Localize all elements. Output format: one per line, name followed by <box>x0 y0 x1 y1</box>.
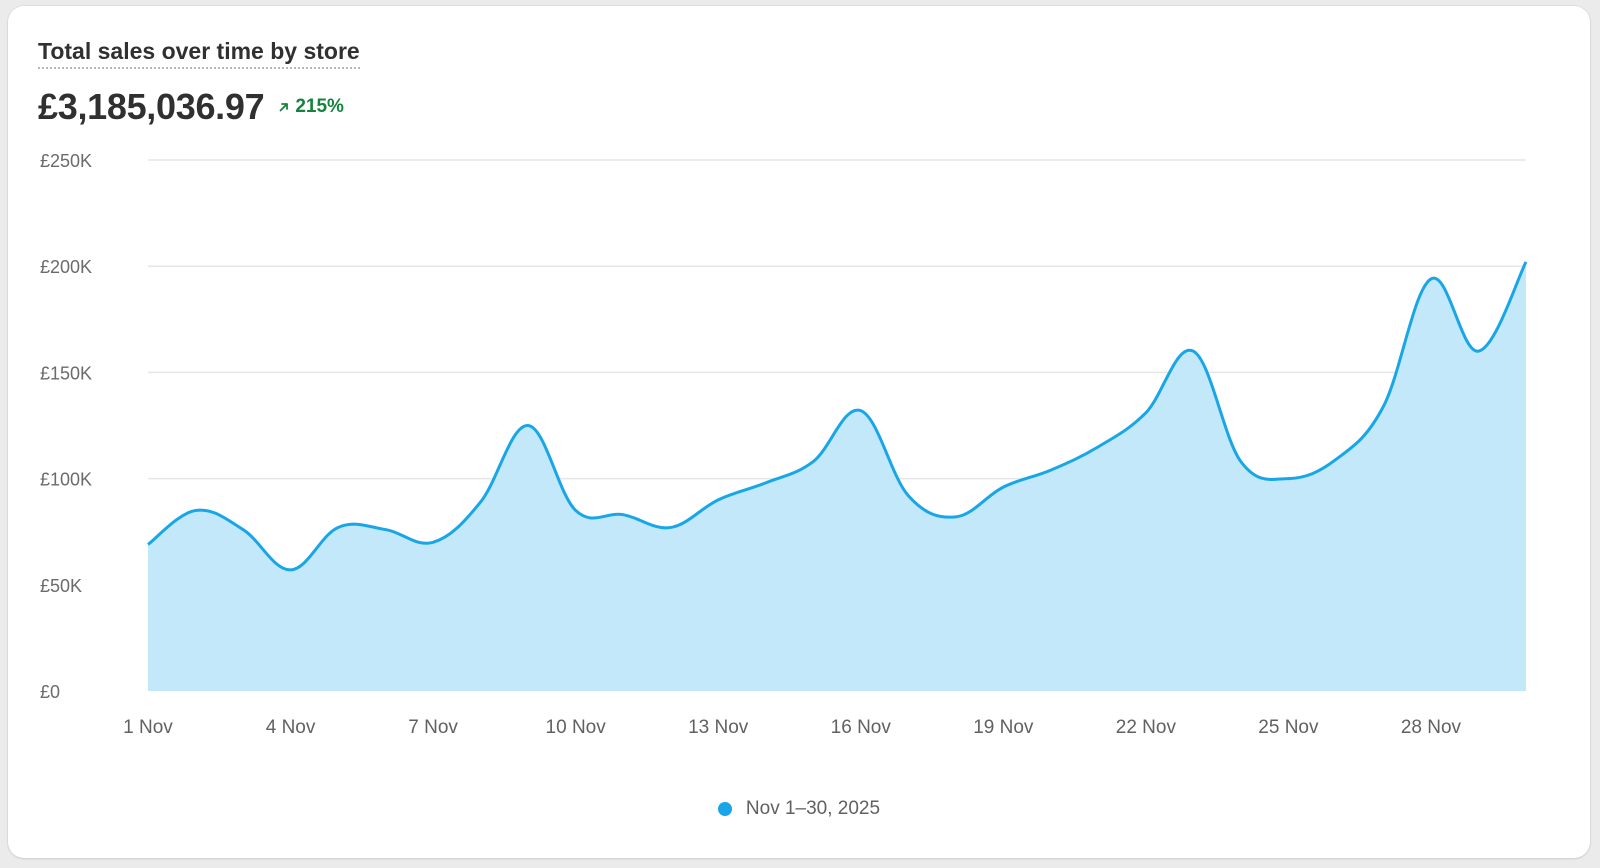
legend-dot-icon <box>717 802 732 816</box>
data-point[interactable] <box>760 477 772 489</box>
data-point[interactable] <box>1520 256 1532 268</box>
data-point[interactable] <box>617 509 629 521</box>
total-sales-value: £3,185,036.97 <box>38 86 265 127</box>
data-point[interactable] <box>1092 441 1104 453</box>
data-point[interactable] <box>1140 407 1152 419</box>
data-point[interactable] <box>570 504 582 516</box>
x-tick-label: 10 Nov <box>546 717 607 738</box>
x-tick-label: 22 Nov <box>1116 717 1177 738</box>
data-point[interactable] <box>1187 345 1199 357</box>
data-point[interactable] <box>855 405 867 417</box>
x-tick-label: 13 Nov <box>688 717 749 738</box>
x-tick-label: 28 Nov <box>1401 717 1462 738</box>
data-point[interactable] <box>1377 400 1389 412</box>
data-point[interactable] <box>332 521 344 533</box>
x-tick-label: 4 Nov <box>266 717 316 738</box>
y-axis-ticks: £0 £50K £100K £150K £200K £250K <box>40 151 92 702</box>
data-point[interactable] <box>142 538 154 550</box>
card-title[interactable]: Total sales over time by store <box>38 38 360 69</box>
y-tick-label: £100K <box>40 470 92 490</box>
data-point[interactable] <box>522 420 534 432</box>
x-tick-label: 19 Nov <box>973 717 1034 738</box>
data-point[interactable] <box>1235 456 1247 468</box>
x-tick-label: 25 Nov <box>1258 717 1319 738</box>
data-point[interactable] <box>1472 345 1484 357</box>
headline-metric: £3,185,036.97 215% <box>38 86 344 128</box>
data-point[interactable] <box>1282 473 1294 485</box>
data-point[interactable] <box>1330 453 1342 465</box>
change-badge: 215% <box>278 96 344 118</box>
data-point[interactable] <box>902 490 914 502</box>
data-point[interactable] <box>997 481 1009 493</box>
series-line <box>147 261 1528 572</box>
data-point[interactable] <box>712 494 724 506</box>
change-value: 215% <box>295 96 344 117</box>
data-point[interactable] <box>427 536 439 548</box>
arrow-up-right-icon <box>279 103 289 112</box>
data-point[interactable] <box>950 511 962 523</box>
y-tick-label: £250K <box>40 151 92 171</box>
data-point[interactable] <box>285 564 297 576</box>
data-point[interactable] <box>665 521 677 533</box>
y-tick-label: £0 <box>40 682 60 702</box>
x-tick-label: 16 Nov <box>831 717 892 738</box>
y-tick-label: £50K <box>40 576 82 596</box>
sales-chart-card: Total sales over time by store £3,185,03… <box>8 6 1590 858</box>
x-tick-label: 7 Nov <box>408 717 458 738</box>
data-point[interactable] <box>1425 273 1437 285</box>
y-tick-label: £200K <box>40 257 92 277</box>
series-area <box>148 261 1526 691</box>
data-point[interactable] <box>1045 464 1057 476</box>
data-point[interactable] <box>237 524 249 536</box>
x-axis-ticks: 1 Nov 4 Nov 7 Nov 10 Nov 13 Nov 16 Nov 19 Nov 2… <box>123 717 1461 738</box>
x-tick-label: 1 Nov <box>123 717 173 738</box>
sales-area-chart[interactable]: £0 £50K £100K £150K £200K £250K 1 Nov 4 Nov 7 N… <box>8 6 1590 858</box>
data-point[interactable] <box>380 524 392 536</box>
data-point[interactable] <box>190 504 202 516</box>
data-point[interactable] <box>475 496 487 508</box>
data-point[interactable] <box>807 456 819 468</box>
y-tick-label: £150K <box>40 363 92 383</box>
legend-label[interactable]: Nov 1–30, 2025 <box>745 798 881 819</box>
chart-legend: Nov 1–30, 2025 <box>8 798 1590 820</box>
